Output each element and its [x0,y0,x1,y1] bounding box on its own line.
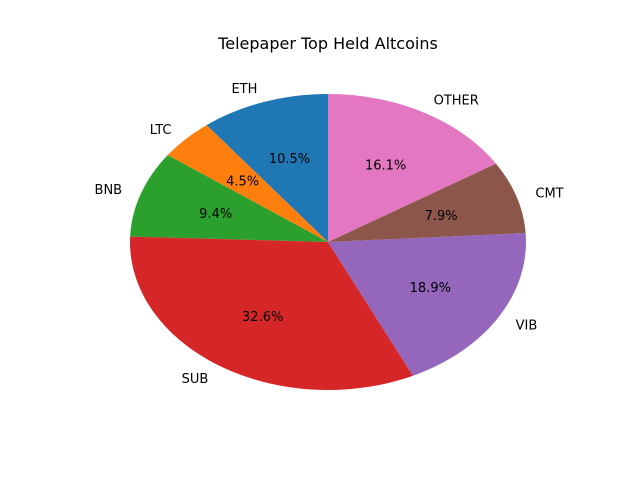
chart-title: Telepaper Top Held Altcoins [217,34,438,53]
pie-category-label-ltc: LTC [150,123,172,138]
pie-category-label-cmt: CMT [535,186,563,201]
pie-category-label-other: OTHER [434,94,479,109]
pie-percent-label-ltc: 4.5% [226,174,259,189]
pie-category-label-eth: ETH [231,82,257,97]
pie-slice-cmt [328,163,526,242]
pie-category-label-bnb: BNB [95,183,123,198]
pie-percent-label-sub: 32.6% [242,310,283,325]
pie-percent-label-vib: 18.9% [410,281,451,296]
pie-category-label-vib: VIB [516,319,538,334]
pie-slice-sub [130,236,413,391]
pie-category-label-sub: SUB [182,372,209,387]
pie-percent-labels: 10.5% 4.5% 9.4% 32.6% 18.9% 7.9% 16.1% [199,152,457,325]
pie-percent-label-other: 16.1% [365,158,406,173]
pie-slice-bnb [130,155,328,242]
pie-slice-vib [328,232,527,376]
pie-slice-eth [206,94,328,242]
pie-category-labels: ETH LTC BNB SUB VIB CMT OTHER [95,82,564,387]
pie-percent-label-eth: 10.5% [269,152,310,167]
pie-slice-ltc [167,125,328,242]
pie-slice-other [328,94,496,242]
pie-slices [130,94,527,391]
pie-percent-label-bnb: 9.4% [199,207,232,222]
pie-percent-label-cmt: 7.9% [425,209,458,224]
